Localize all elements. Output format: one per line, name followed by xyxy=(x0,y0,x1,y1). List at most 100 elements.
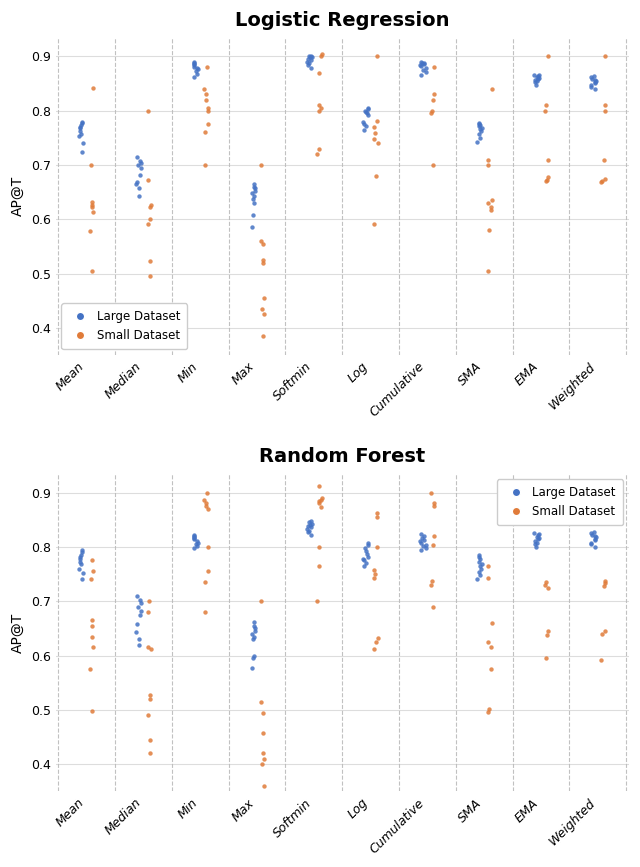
Point xyxy=(305,524,315,538)
Point xyxy=(531,540,541,554)
Point xyxy=(532,69,543,83)
Point xyxy=(256,694,266,708)
Point xyxy=(540,578,550,592)
Point xyxy=(143,173,153,187)
Point xyxy=(429,499,439,513)
Point xyxy=(534,71,544,85)
Point xyxy=(189,60,199,74)
Point xyxy=(486,662,496,676)
Point xyxy=(131,177,141,191)
Point xyxy=(586,81,596,95)
Point xyxy=(75,552,85,566)
Point xyxy=(189,55,199,69)
Point xyxy=(475,559,485,573)
Point xyxy=(316,492,326,506)
Point xyxy=(189,528,200,542)
Point xyxy=(305,61,316,75)
Point xyxy=(370,127,380,140)
Point xyxy=(135,153,145,167)
Point xyxy=(312,147,323,161)
Point xyxy=(474,550,484,564)
Point xyxy=(586,526,596,540)
Point xyxy=(143,217,154,231)
Point xyxy=(540,104,550,118)
Point xyxy=(76,557,86,571)
Point xyxy=(428,93,438,107)
Point xyxy=(472,572,483,586)
Point xyxy=(363,102,373,116)
Point xyxy=(373,631,383,645)
Point xyxy=(600,624,610,638)
Point xyxy=(586,536,596,550)
Point xyxy=(189,57,199,71)
Point xyxy=(131,625,141,639)
Point xyxy=(193,536,203,550)
Point xyxy=(145,692,156,706)
Point xyxy=(145,688,155,702)
Point xyxy=(529,526,539,540)
Point xyxy=(483,153,493,166)
Point xyxy=(474,115,484,129)
Point xyxy=(78,566,88,580)
Point xyxy=(486,203,496,217)
Point xyxy=(596,175,606,189)
Point xyxy=(203,101,213,114)
Point xyxy=(314,141,324,155)
Point xyxy=(256,234,266,248)
Point xyxy=(416,527,426,541)
Point xyxy=(415,543,426,557)
Point xyxy=(417,63,428,77)
Point xyxy=(358,117,369,131)
Point xyxy=(189,59,200,73)
Point xyxy=(76,127,86,141)
Point xyxy=(136,156,147,170)
Point xyxy=(420,65,431,79)
Point xyxy=(419,57,429,71)
Point xyxy=(359,559,369,573)
Point xyxy=(483,559,493,573)
Point xyxy=(256,594,266,608)
Point xyxy=(599,153,609,166)
Point xyxy=(416,536,426,550)
Point xyxy=(145,198,156,212)
Point xyxy=(201,499,211,513)
Point xyxy=(362,550,372,564)
Point xyxy=(132,175,142,189)
Point xyxy=(483,635,493,649)
Point xyxy=(486,616,497,630)
Title: Logistic Regression: Logistic Regression xyxy=(235,11,449,30)
Point xyxy=(373,136,383,150)
Point xyxy=(586,70,596,84)
Point xyxy=(419,533,429,547)
Point xyxy=(307,517,317,531)
Point xyxy=(420,538,431,551)
Point xyxy=(428,600,438,614)
Point xyxy=(191,64,202,78)
Point xyxy=(588,528,598,542)
Point xyxy=(476,568,486,582)
Point xyxy=(427,104,437,118)
Point xyxy=(476,124,486,138)
Point xyxy=(472,134,483,148)
Point xyxy=(303,519,313,533)
Point xyxy=(543,171,553,185)
Point xyxy=(534,527,544,541)
Point xyxy=(590,75,600,88)
Point xyxy=(372,505,382,519)
Point xyxy=(369,217,380,231)
Point xyxy=(87,200,97,214)
Point xyxy=(257,302,267,316)
Point xyxy=(145,746,155,760)
Point xyxy=(136,604,146,618)
Point xyxy=(600,516,610,530)
Point xyxy=(202,497,212,511)
Point xyxy=(77,115,88,129)
Point xyxy=(200,126,210,140)
Point xyxy=(314,98,324,112)
Point xyxy=(200,605,210,619)
Point xyxy=(600,98,611,112)
Point xyxy=(75,121,85,135)
Point xyxy=(486,200,497,214)
Point xyxy=(78,136,88,150)
Legend: Large Dataset, Small Dataset: Large Dataset, Small Dataset xyxy=(61,303,188,349)
